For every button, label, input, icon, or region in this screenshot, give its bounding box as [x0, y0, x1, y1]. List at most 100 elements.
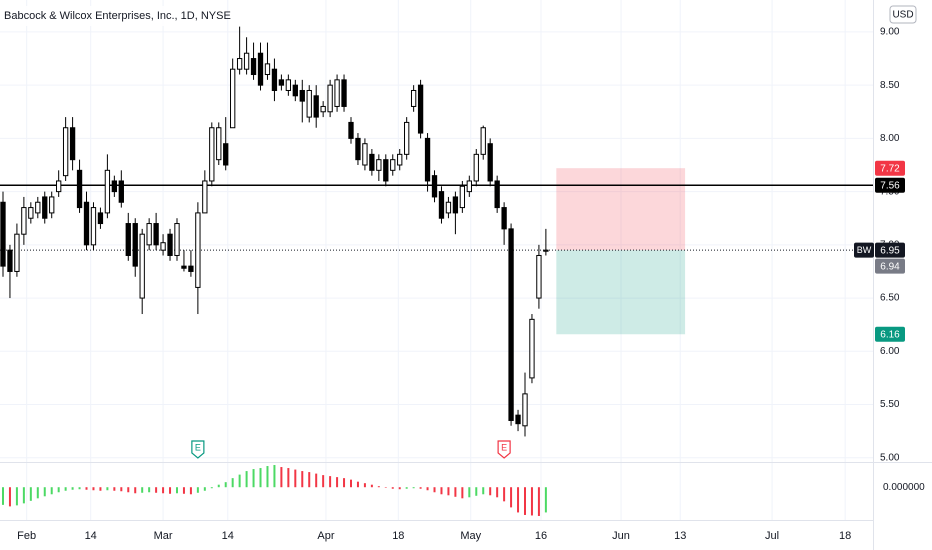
oscillator-bar — [266, 466, 269, 488]
oscillator-bar — [510, 487, 513, 508]
oscillator-bar — [162, 487, 165, 494]
oscillator-bar — [120, 487, 123, 492]
symbol-badge — [854, 242, 874, 258]
candle-body — [417, 84, 424, 134]
candle-body — [28, 207, 34, 219]
candle-body — [313, 95, 319, 118]
candle-body — [452, 196, 459, 214]
earnings-marker[interactable] — [191, 440, 205, 459]
oscillator-bar — [322, 475, 325, 488]
oscillator-bar — [92, 487, 95, 491]
candle-body — [536, 254, 542, 299]
candle-body — [76, 169, 83, 209]
oscillator-bar — [370, 484, 373, 488]
x-tick-label: Apr — [317, 530, 334, 542]
oscillator-bar — [155, 487, 158, 493]
oscillator-bar — [64, 487, 67, 491]
x-tick-label: May — [460, 530, 481, 542]
earnings-label[interactable]: E — [501, 442, 507, 452]
candle-body — [243, 52, 250, 70]
oscillator-bar — [384, 487, 387, 488]
x-tick-label: 14 — [85, 530, 97, 542]
oscillator-bar — [134, 487, 137, 494]
oscillator-bar — [71, 487, 74, 490]
candle-body — [410, 89, 417, 107]
oscillator-bar — [231, 478, 234, 488]
oscillator-bar — [308, 472, 311, 488]
oscillator-bar — [454, 487, 457, 497]
oscillator-bar — [440, 487, 443, 495]
oscillator-bar — [1, 487, 4, 505]
x-tick-label: 16 — [535, 530, 547, 542]
earnings-label[interactable]: E — [195, 442, 201, 452]
candle-body — [97, 212, 104, 225]
candle-body — [424, 137, 431, 182]
oscillator-bar — [50, 487, 53, 495]
candle-body — [202, 180, 208, 214]
currency-box[interactable] — [889, 5, 917, 24]
candle-body — [383, 159, 389, 182]
candle-body — [111, 180, 118, 193]
candle-body — [522, 393, 528, 427]
candle-body — [292, 84, 298, 97]
candle-body — [487, 143, 493, 182]
oscillator-bar — [391, 487, 394, 489]
oscillator-bar — [148, 487, 151, 493]
oscillator-bar — [217, 484, 220, 488]
currency-label[interactable]: USD — [892, 10, 913, 21]
candle-body — [21, 207, 27, 235]
candle-body — [188, 265, 194, 272]
oscillator-bar — [8, 487, 11, 507]
oscillator-bar — [496, 487, 499, 498]
candle-body — [362, 143, 368, 166]
candle-body — [236, 58, 243, 70]
oscillator-bar — [475, 487, 478, 496]
hline-price-badge — [875, 177, 905, 193]
oscillator-bar — [43, 487, 46, 497]
candle-body — [257, 52, 264, 86]
oscillator-bar — [489, 487, 492, 496]
candle-body — [369, 153, 375, 171]
candle-body — [181, 265, 187, 269]
candle-body — [167, 233, 173, 256]
oscillator-bar — [273, 465, 276, 488]
earnings-marker[interactable] — [497, 440, 511, 459]
y-tick-label: 8.50 — [880, 80, 900, 91]
oscillator-bar — [280, 467, 283, 488]
symbol-label: BW — [857, 245, 872, 255]
candle-body — [431, 175, 438, 198]
oscillator-bar — [447, 487, 450, 496]
oscillator-bar — [412, 487, 415, 489]
candle-body — [174, 223, 180, 256]
candle-body — [7, 249, 13, 272]
oscillator-bar — [245, 471, 248, 488]
oscillator-bar — [169, 487, 172, 494]
candle-body — [529, 318, 535, 379]
candle-body — [376, 159, 382, 171]
y-tick-label: 9.00 — [880, 27, 900, 38]
oscillator-bar — [301, 471, 304, 488]
oscillator-bar — [36, 487, 39, 499]
oscillator-bar — [523, 487, 526, 515]
oscillator-bar — [530, 487, 533, 516]
oscillator-bar — [238, 474, 241, 488]
chart-title: Babcock & Wilcox Enterprises, Inc., 1D, … — [4, 10, 231, 22]
candle-body — [501, 207, 507, 230]
oscillator-bar — [259, 468, 262, 488]
oscillator-bar — [127, 487, 130, 493]
last-price-badge — [875, 242, 905, 258]
oscillator-bar — [85, 487, 88, 490]
y-tick-label: 5.00 — [880, 452, 900, 463]
candle-body — [278, 79, 285, 86]
oscillator-bar — [503, 487, 506, 502]
candle-body — [90, 207, 97, 246]
candle-body — [49, 196, 55, 214]
x-tick-label: 14 — [222, 530, 234, 542]
oscillator-bar — [287, 468, 290, 488]
candle-body — [438, 191, 445, 219]
oscillator-bar — [433, 487, 436, 493]
oscillator-bar — [22, 487, 25, 504]
